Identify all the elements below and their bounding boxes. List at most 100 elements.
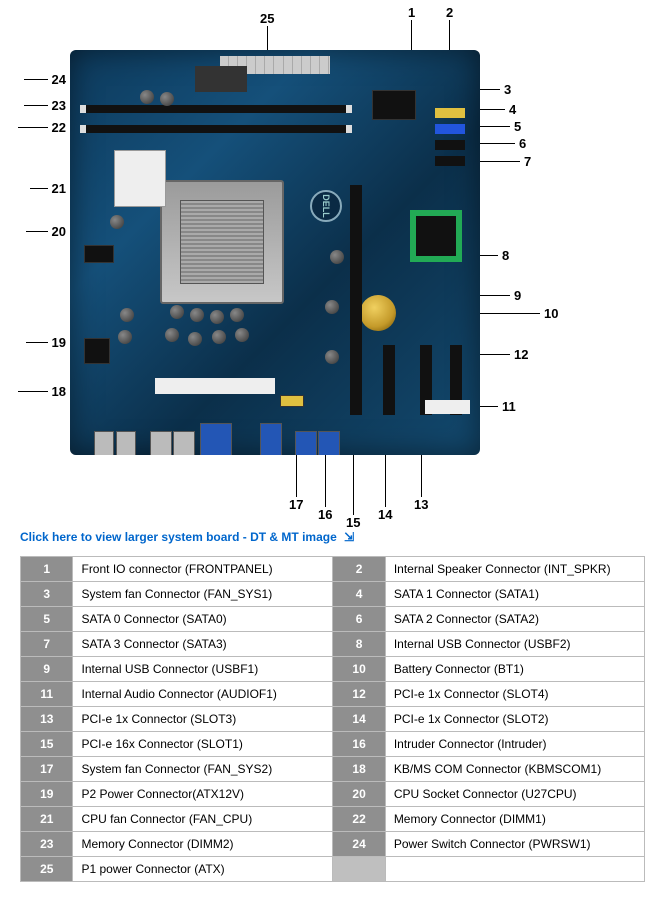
rear-io-port	[260, 423, 282, 455]
capacitor	[325, 300, 339, 314]
dimm-slot-1	[80, 125, 352, 133]
enlarge-link[interactable]: Click here to view larger system board -…	[20, 530, 354, 544]
legend-number: 11	[21, 682, 73, 707]
table-row: 25P1 power Connector (ATX)	[21, 857, 645, 882]
legend-desc: PCI-e 1x Connector (SLOT2)	[385, 707, 644, 732]
legend-desc: KB/MS COM Connector (KBMSCOM1)	[385, 757, 644, 782]
callout-leader-line	[411, 20, 412, 50]
capacitor	[190, 308, 204, 322]
legend-table: 1Front IO connector (FRONTPANEL)2Interna…	[20, 556, 645, 882]
callout-21: 21	[30, 181, 70, 196]
legend-number: 24	[333, 832, 385, 857]
legend-number: 19	[21, 782, 73, 807]
callout-number: 18	[48, 384, 70, 399]
sata-connector-1	[435, 124, 465, 134]
atx12v-connector	[84, 338, 110, 364]
power-choke	[195, 66, 247, 92]
legend-number: 16	[333, 732, 385, 757]
legend-desc: SATA 2 Connector (SATA2)	[385, 607, 644, 632]
table-row: 9Internal USB Connector (USBF1)10Battery…	[21, 657, 645, 682]
callout-22: 22	[18, 120, 70, 135]
callout-11: 11	[480, 399, 520, 414]
callout-number: 8	[498, 248, 513, 263]
callout-5: 5	[480, 119, 525, 134]
barcode-label	[114, 150, 166, 207]
rear-io-port	[200, 423, 232, 455]
capacitor	[230, 308, 244, 322]
legend-desc: Memory Connector (DIMM1)	[385, 807, 644, 832]
legend-desc: Internal USB Connector (USBF2)	[385, 632, 644, 657]
legend-desc: Intruder Connector (Intruder)	[385, 732, 644, 757]
callout-leader-line	[18, 127, 48, 128]
callout-number: 15	[342, 515, 364, 530]
callout-leader-line	[30, 188, 48, 189]
callout-leader-line	[480, 255, 498, 256]
callout-2: 2	[442, 5, 457, 50]
legend-desc: CPU Socket Connector (U27CPU)	[385, 782, 644, 807]
callout-leader-line	[18, 391, 48, 392]
callout-19: 19	[26, 335, 70, 350]
callout-leader-line	[480, 295, 510, 296]
callout-number: 14	[374, 507, 396, 522]
sata-connector-3	[435, 156, 465, 166]
legend-number: 14	[333, 707, 385, 732]
legend-desc: SATA 0 Connector (SATA0)	[73, 607, 333, 632]
legend-number: 15	[21, 732, 73, 757]
small-label	[425, 400, 470, 414]
rear-io-port	[295, 431, 317, 455]
callout-number: 19	[48, 335, 70, 350]
legend-number: 5	[21, 607, 73, 632]
callout-leader-line	[480, 161, 520, 162]
legend-desc: Internal Audio Connector (AUDIOF1)	[73, 682, 333, 707]
capacitor	[170, 305, 184, 319]
callout-leader-line	[296, 455, 297, 497]
legend-number: 4	[333, 582, 385, 607]
callout-leader-line	[480, 406, 498, 407]
callout-8: 8	[480, 248, 513, 263]
callout-4: 4	[480, 102, 520, 117]
callout-12: 12	[480, 347, 532, 362]
legend-number: 1	[21, 557, 73, 582]
capacitor	[110, 215, 124, 229]
callout-leader-line	[267, 26, 268, 50]
callout-leader-line	[449, 20, 450, 50]
enlarge-link-text: Click here to view larger system board -…	[20, 530, 337, 544]
legend-number: 13	[21, 707, 73, 732]
pcie-slot-2	[383, 345, 395, 415]
legend-desc: PCI-e 1x Connector (SLOT4)	[385, 682, 644, 707]
callout-number: 20	[48, 224, 70, 239]
capacitor	[325, 350, 339, 364]
callout-18: 18	[18, 384, 70, 399]
table-row: 1Front IO connector (FRONTPANEL)2Interna…	[21, 557, 645, 582]
legend-number: 21	[21, 807, 73, 832]
callout-7: 7	[480, 154, 535, 169]
callout-25: 25	[256, 11, 278, 50]
legend-number	[333, 857, 385, 882]
callout-leader-line	[26, 231, 48, 232]
legend-number: 7	[21, 632, 73, 657]
legend-desc	[385, 857, 644, 882]
callout-1: 1	[404, 5, 419, 50]
rear-io-port	[150, 431, 172, 455]
table-row: 11Internal Audio Connector (AUDIOF1)12PC…	[21, 682, 645, 707]
callout-leader-line	[480, 313, 540, 314]
rear-io-port	[94, 431, 114, 455]
callout-leader-line	[26, 342, 48, 343]
legend-desc: Front IO connector (FRONTPANEL)	[73, 557, 333, 582]
legend-number: 20	[333, 782, 385, 807]
callout-number: 3	[500, 82, 515, 97]
capacitor	[188, 332, 202, 346]
callout-9: 9	[480, 288, 525, 303]
rear-io-port	[173, 431, 195, 455]
legend-number: 3	[21, 582, 73, 607]
callout-3: 3	[480, 82, 515, 97]
callout-number: 25	[256, 11, 278, 26]
capacitor	[235, 328, 249, 342]
callout-number: 2	[442, 5, 457, 20]
callout-leader-line	[24, 105, 48, 106]
legend-desc: CPU fan Connector (FAN_CPU)	[73, 807, 333, 832]
rear-io-port	[116, 431, 136, 455]
callout-number: 6	[515, 136, 530, 151]
callout-leader-line	[480, 143, 515, 144]
callout-16: 16	[314, 455, 336, 522]
